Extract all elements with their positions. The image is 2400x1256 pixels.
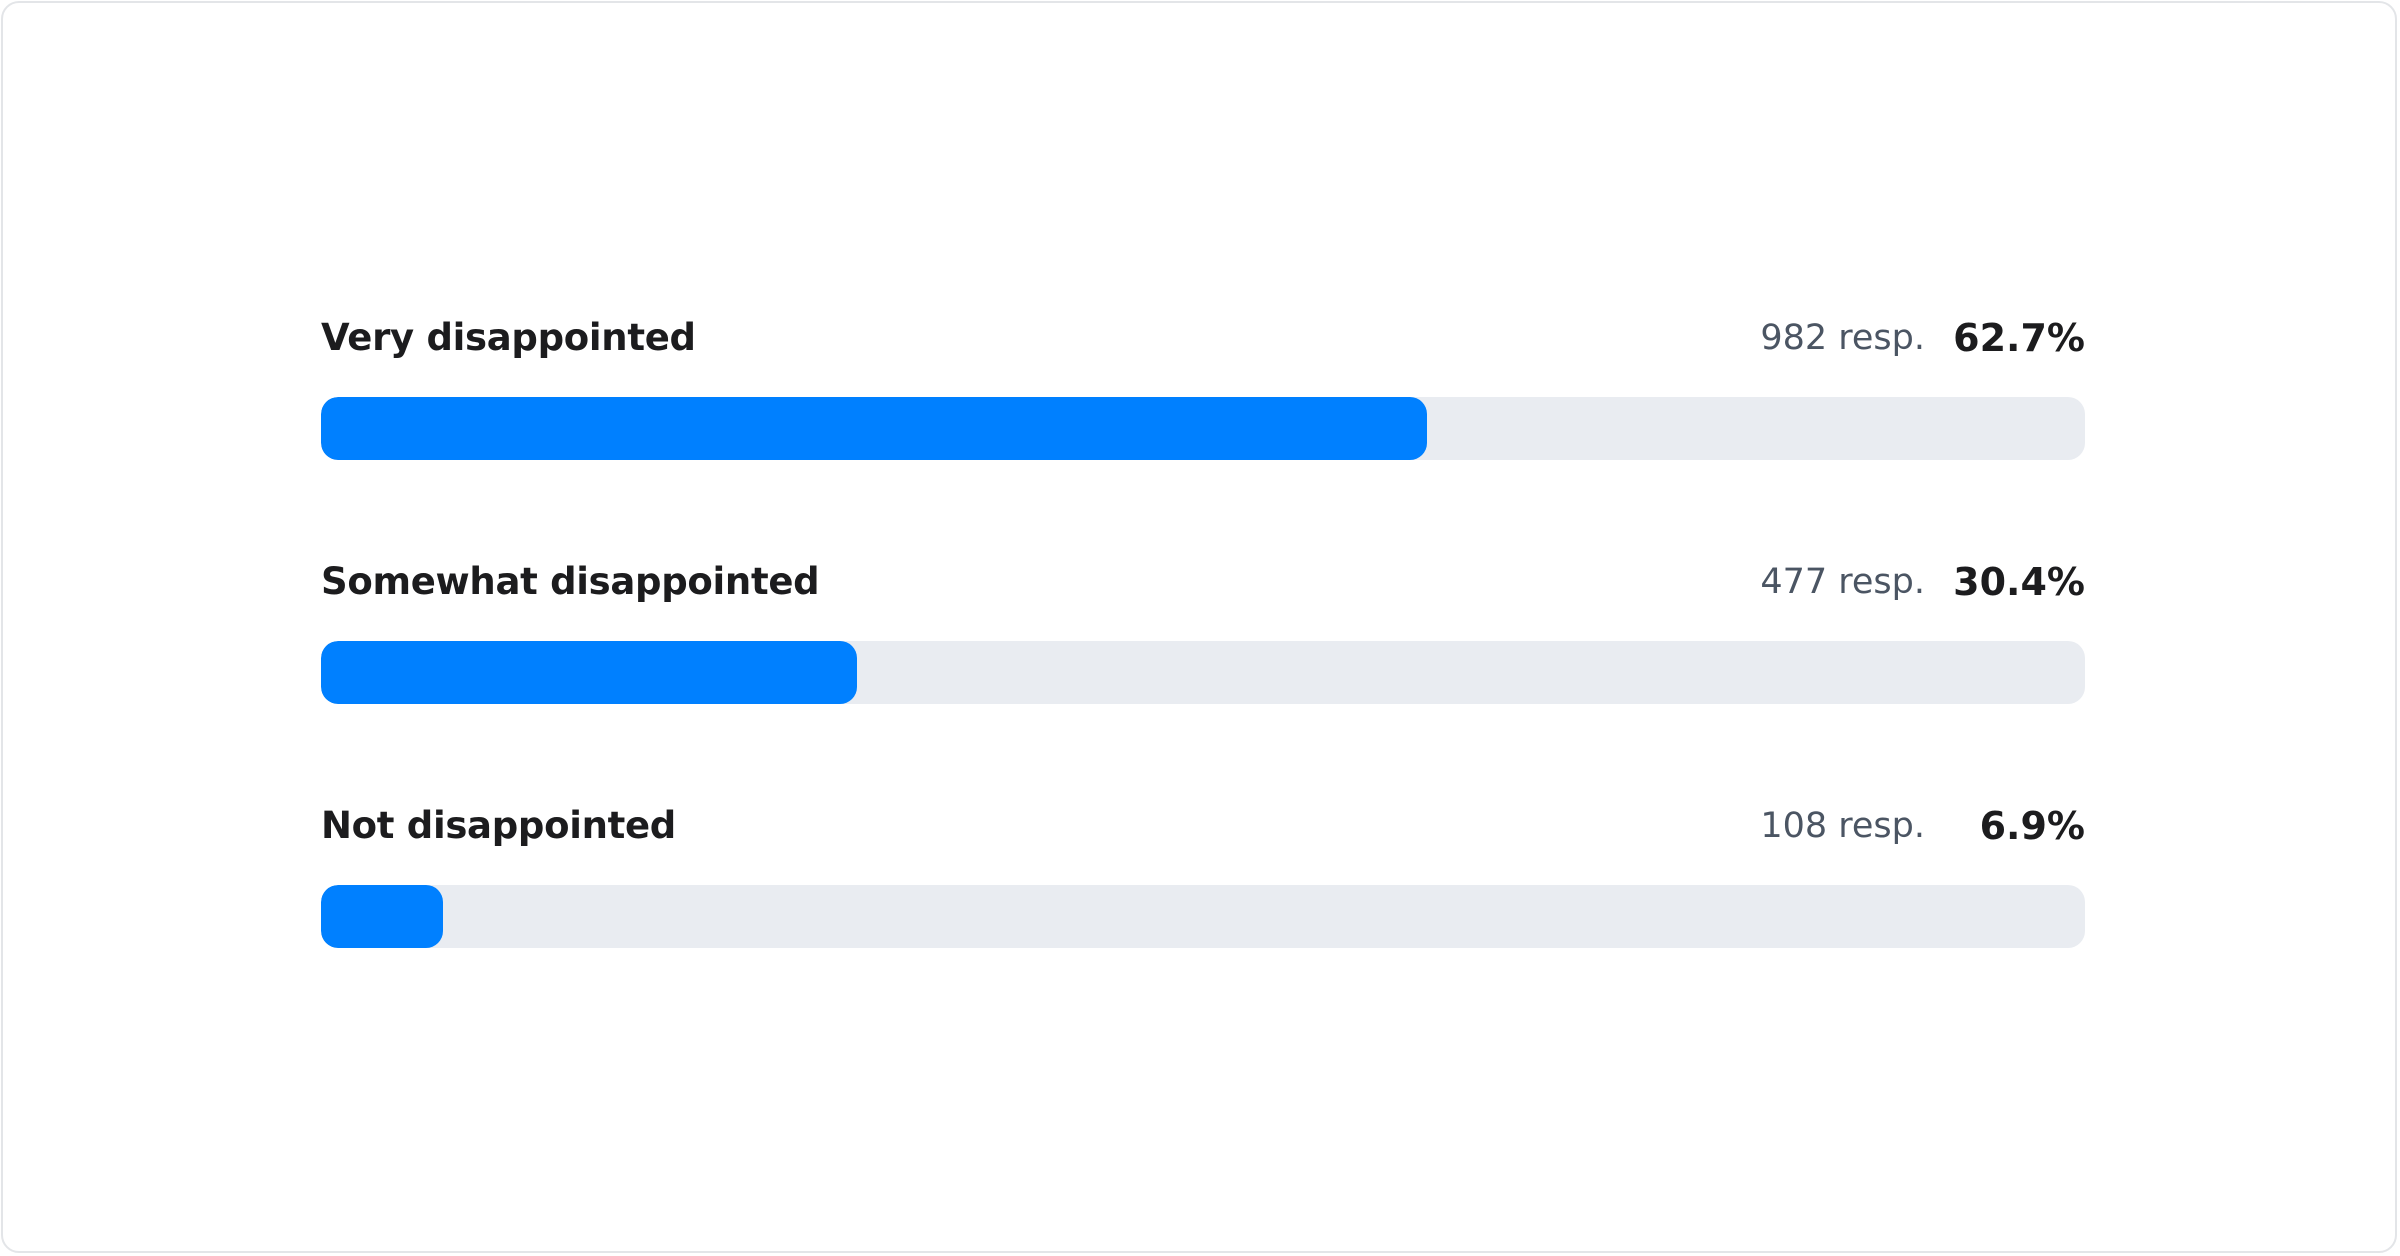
response-count: 108 resp. bbox=[1760, 806, 1925, 846]
percentage: 30.4% bbox=[1953, 560, 2085, 604]
result-row-not-disappointed: Not disappointed 108 resp. 6.9% bbox=[321, 801, 2085, 948]
progress-track bbox=[321, 641, 2085, 704]
option-label: Somewhat disappointed bbox=[321, 560, 820, 603]
progress-track bbox=[321, 397, 2085, 460]
progress-fill bbox=[321, 641, 858, 704]
result-row-very-disappointed: Very disappointed 982 resp. 62.7% bbox=[321, 313, 2085, 460]
percentage: 62.7% bbox=[1953, 316, 2085, 360]
progress-fill bbox=[321, 397, 1428, 460]
progress-fill bbox=[321, 885, 443, 948]
response-count: 477 resp. bbox=[1760, 562, 1925, 602]
option-label: Not disappointed bbox=[321, 804, 676, 847]
progress-track bbox=[321, 885, 2085, 948]
result-row-somewhat-disappointed: Somewhat disappointed 477 resp. 30.4% bbox=[321, 557, 2085, 704]
percentage: 6.9% bbox=[1979, 804, 2085, 848]
option-label: Very disappointed bbox=[321, 316, 696, 359]
response-count: 982 resp. bbox=[1760, 318, 1925, 358]
